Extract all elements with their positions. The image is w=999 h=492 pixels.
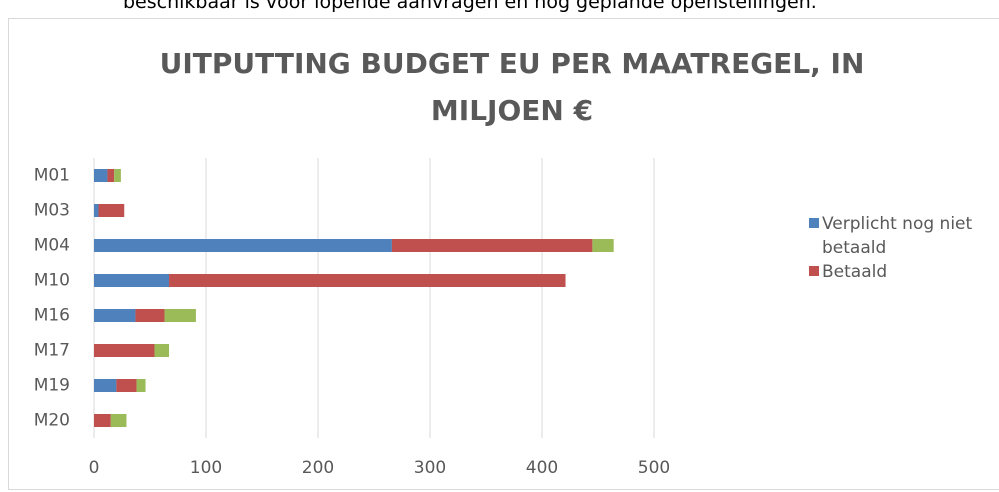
chart-frame	[8, 18, 999, 490]
bar-segment	[135, 309, 165, 322]
y-tick-label: M17	[34, 341, 70, 361]
bar-segment	[94, 414, 111, 427]
bar-segment	[94, 204, 99, 217]
x-tick-label: 100	[190, 458, 222, 478]
y-tick-label: M04	[34, 236, 70, 256]
y-tick-label: M20	[34, 411, 70, 431]
bar-segment	[94, 169, 108, 182]
y-tick-label: M19	[34, 376, 70, 396]
x-tick-label: 0	[89, 458, 100, 478]
x-tick-label: 500	[638, 458, 670, 478]
legend-swatch	[809, 218, 819, 228]
y-tick-label: M03	[34, 201, 70, 221]
chart-title: UITPUTTING BUDGET EU PER MAATREGEL, IN M…	[159, 47, 865, 127]
x-tick-label: 400	[526, 458, 558, 478]
bar-segment	[391, 239, 593, 252]
bar-segment	[94, 379, 117, 392]
y-tick-label: M01	[34, 166, 70, 186]
legend-item: Verplicht nog niet betaald	[809, 212, 982, 260]
bar-segment	[154, 344, 170, 357]
bar-segment	[107, 169, 115, 182]
bar-segment	[136, 379, 146, 392]
bar-segment	[592, 239, 614, 252]
bar-segment	[98, 204, 125, 217]
bar-segment	[94, 309, 136, 322]
bar-segment	[94, 274, 170, 287]
y-tick-label: M10	[34, 271, 70, 291]
bar-segment	[94, 239, 392, 252]
bar-segment	[114, 169, 121, 182]
bar-segment	[110, 414, 127, 427]
bar-segment	[164, 309, 196, 322]
x-tick-label: 200	[302, 458, 334, 478]
legend-swatch	[809, 266, 819, 276]
bar-segment	[169, 274, 566, 287]
intro-text: beschikbaar is voor lopende aanvragen en…	[123, 0, 817, 13]
bar-segment	[94, 344, 155, 357]
legend-item: Betaald	[809, 260, 982, 284]
legend-label: Verplicht nog niet betaald	[822, 214, 973, 258]
legend-label: Betaald	[822, 262, 888, 282]
y-tick-label: M16	[34, 306, 70, 326]
x-tick-label: 300	[414, 458, 446, 478]
bar-segment	[116, 379, 137, 392]
